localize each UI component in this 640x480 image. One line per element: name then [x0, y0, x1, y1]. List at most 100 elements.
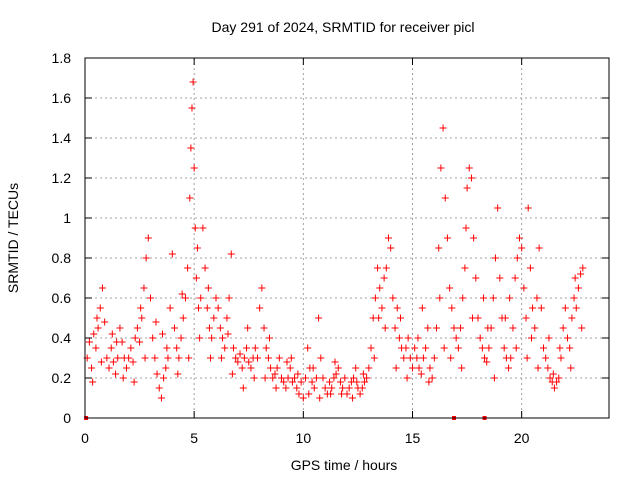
data-point: [507, 354, 515, 362]
data-point: [524, 204, 532, 212]
data-point: [443, 234, 451, 242]
data-point: [391, 324, 399, 332]
data-point: [141, 354, 149, 362]
data-point: [395, 334, 403, 342]
data-point: [247, 364, 255, 372]
data-point: [153, 370, 161, 378]
data-point: [542, 354, 550, 362]
data-point: [225, 294, 233, 302]
data-point: [358, 384, 366, 392]
data-point: [500, 344, 508, 352]
data-point: [310, 384, 318, 392]
data-point: [130, 378, 138, 386]
data-point: [283, 358, 291, 366]
data-point: [164, 354, 172, 362]
data-point: [440, 344, 448, 352]
data-point: [578, 324, 586, 332]
x-tick-label: 5: [190, 430, 198, 446]
y-tick-label: 1.6: [52, 90, 72, 106]
data-point: [489, 294, 497, 302]
y-tick-label: 0.2: [52, 370, 72, 386]
axes: 0 0.2 0.4 0.6 0.8 1 1.2 1.4 1.6 1.8 0 5 10 15 20: [52, 50, 609, 446]
y-tick-label: 1: [63, 210, 71, 226]
data-point: [326, 378, 334, 386]
data-point: [151, 354, 159, 362]
data-point: [515, 234, 523, 242]
data-point: [133, 324, 141, 332]
data-point: [513, 254, 521, 262]
data-point: [295, 390, 303, 398]
data-point: [227, 250, 235, 258]
data-point: [496, 274, 504, 282]
data-point: [509, 324, 517, 332]
data-point: [280, 378, 288, 386]
data-point: [223, 314, 231, 322]
data-point: [245, 358, 253, 366]
data-point: [108, 330, 116, 338]
data-point: [376, 284, 384, 292]
data-point: [96, 304, 104, 312]
data-point: [288, 378, 296, 386]
data-point: [574, 284, 582, 292]
data-point: [258, 284, 266, 292]
data-point: [437, 164, 445, 172]
data-point: [433, 324, 441, 332]
data-point: [129, 358, 137, 366]
data-point: [197, 294, 205, 302]
data-point: [122, 364, 130, 372]
data-point: [282, 384, 290, 392]
data-point: [549, 370, 557, 378]
data-point: [244, 324, 252, 332]
data-point: [253, 354, 261, 362]
y-tick-label: 0.4: [52, 330, 72, 346]
y-tick-label: 1.2: [52, 170, 72, 186]
data-point: [370, 354, 378, 362]
data-point: [540, 344, 547, 352]
data-point: [409, 364, 416, 372]
data-point: [101, 318, 109, 326]
data-point: [312, 374, 320, 382]
data-point: [269, 374, 277, 382]
data-point: [286, 364, 294, 372]
data-point: [149, 334, 157, 342]
data-point: [271, 370, 279, 378]
data-point: [173, 344, 181, 352]
data-point: [579, 264, 587, 272]
data-point: [214, 304, 222, 312]
data-point: [550, 384, 558, 392]
data-point: [450, 324, 458, 332]
data-point: [168, 250, 176, 258]
data-point: [345, 384, 353, 392]
data-point: [467, 174, 475, 182]
data-point: [291, 374, 299, 382]
data-point: [232, 354, 240, 362]
plot-frame: [84, 57, 610, 419]
data-point: [490, 374, 498, 382]
data-point: [88, 364, 96, 372]
data-point: [140, 284, 148, 292]
data-point: [356, 390, 364, 398]
grid: [85, 58, 609, 418]
data-point: [419, 354, 427, 362]
data-point: [462, 224, 470, 232]
data-point: [527, 334, 535, 342]
data-point: [485, 344, 493, 352]
data-point: [365, 364, 373, 372]
data-point: [404, 334, 412, 342]
data-point: [484, 324, 492, 332]
data-point: [224, 330, 232, 338]
data-point: [114, 354, 122, 362]
data-point: [359, 370, 367, 378]
data-point: [518, 244, 526, 252]
data-point: [208, 334, 216, 342]
data-point: [522, 314, 530, 322]
data-point: [415, 364, 423, 372]
data-point: [262, 344, 270, 352]
data-point: [424, 324, 432, 332]
data-point: [264, 354, 272, 362]
data-point: [447, 354, 455, 362]
data-point: [174, 370, 182, 378]
data-point: [411, 344, 419, 352]
data-point: [378, 304, 386, 312]
data-point: [113, 338, 121, 346]
